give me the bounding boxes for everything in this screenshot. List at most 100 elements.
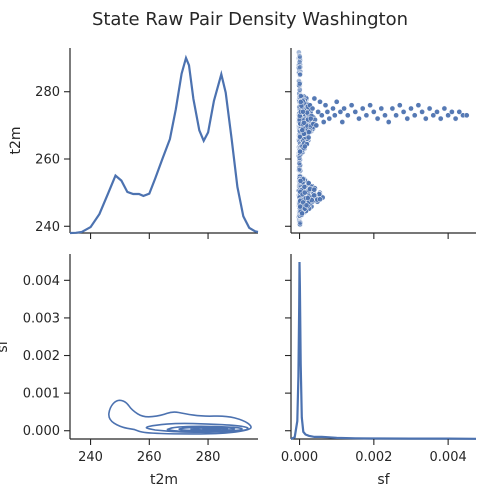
scatter-point [363, 112, 370, 119]
scatter-point [296, 81, 303, 87]
contour-level-1 [108, 399, 252, 435]
x-t2m-tick-label: 240 [78, 450, 103, 465]
scatter-point [318, 112, 325, 119]
scatter-points [295, 49, 470, 228]
scatter-point [356, 115, 362, 122]
scatter-point [396, 102, 403, 109]
scatter-point [400, 109, 407, 115]
scatter-point [393, 112, 399, 119]
scatter-point [296, 59, 303, 65]
scatter-point [330, 105, 336, 112]
scatter-point [437, 115, 444, 122]
scatter-point [404, 115, 411, 122]
scatter-point [304, 195, 311, 201]
y-t2m-tick-label: 280 [35, 85, 60, 100]
y-t2m-tick-label: 260 [35, 153, 60, 168]
scatter-point [452, 115, 459, 122]
scatter-point [305, 180, 312, 186]
scatter-point [389, 105, 396, 112]
scatter-point [348, 102, 355, 109]
scatter-point [415, 102, 422, 109]
kde-contours [108, 399, 252, 435]
scatter-point [456, 109, 463, 115]
scatter-point [419, 109, 425, 115]
scatter-point [303, 202, 310, 209]
scatter-point [301, 189, 308, 196]
scatter-point [297, 203, 304, 210]
scatter-point [297, 178, 304, 184]
scatter-point [445, 112, 451, 119]
scatter-point [408, 105, 414, 112]
scatter-point [299, 127, 306, 134]
contour-level-6 [202, 427, 222, 431]
scatter-point [352, 109, 359, 115]
y-sf-tick-label: 0.001 [23, 387, 60, 402]
scatter-point [374, 115, 381, 122]
y-sf-tick-label: 0.003 [23, 311, 60, 326]
scatter-point [359, 105, 366, 112]
chart-title: State Raw Pair Density Washington [92, 9, 408, 30]
scatter-point [297, 99, 304, 105]
x-sf-tick-label: 0.000 [281, 450, 318, 465]
scatter-point [297, 71, 303, 78]
scatter-point [344, 112, 351, 119]
scatter-point [297, 55, 303, 61]
scatter-point [296, 166, 303, 173]
t2m-density-line [69, 54, 259, 235]
x-axis-label-t2m: t2m [150, 472, 178, 488]
scatter-point [315, 109, 321, 115]
scatter-point [434, 109, 440, 115]
scatter-point [326, 115, 333, 122]
panel-1-0 [69, 254, 258, 440]
scatter-point [311, 186, 318, 193]
scatter-point [311, 95, 318, 102]
scatter-point [411, 112, 418, 119]
scatter-point [339, 119, 346, 125]
y-sf-tick-label: 0.002 [23, 349, 60, 364]
scatter-point [297, 64, 303, 71]
scatter-point [297, 221, 303, 228]
scatter-point [320, 119, 327, 125]
scatter-point [301, 143, 308, 150]
scatter-point [297, 148, 303, 155]
x-t2m-tick-label: 280 [196, 450, 221, 465]
scatter-point [297, 219, 304, 226]
scatter-point [305, 129, 312, 135]
y-axis-label-sf: sf [0, 339, 11, 352]
scatter-point [296, 53, 303, 60]
scatter-point [463, 112, 470, 119]
scatter-point [426, 105, 433, 112]
panel-0-0 [69, 48, 258, 234]
contour-level-3 [166, 425, 243, 433]
scatter-point [367, 102, 373, 109]
y-sf-tick-label: 0.004 [23, 274, 60, 289]
x-t2m-tick-label: 260 [137, 450, 162, 465]
scatter-point [311, 192, 317, 199]
scatter-point [309, 105, 316, 112]
x-sf-tick-label: 0.002 [355, 450, 392, 465]
scatter-point [300, 108, 306, 115]
x-sf-tick-label: 0.004 [430, 450, 467, 465]
scatter-point [337, 109, 344, 115]
scatter-point [296, 160, 303, 167]
scatter-point [449, 109, 455, 115]
scatter-point [313, 122, 320, 129]
scatter-point [296, 155, 303, 161]
scatter-point [378, 105, 385, 112]
scatter-point [333, 98, 340, 105]
y-t2m-tick-label: 240 [35, 220, 60, 235]
scatter-point [430, 112, 437, 119]
y-axis-label-t2m: t2m [8, 126, 24, 154]
scatter-point [331, 112, 338, 119]
scatter-point [382, 112, 388, 119]
panel-1-1 [290, 254, 476, 440]
scatter-point [299, 210, 305, 217]
scatter-point [307, 115, 314, 122]
scatter-point [317, 98, 323, 105]
y-sf-tick-label: 0.000 [23, 424, 60, 439]
panel-0-1 [290, 48, 476, 234]
scatter-point [322, 102, 329, 109]
scatter-point [317, 196, 323, 203]
scatter-point [370, 109, 377, 115]
